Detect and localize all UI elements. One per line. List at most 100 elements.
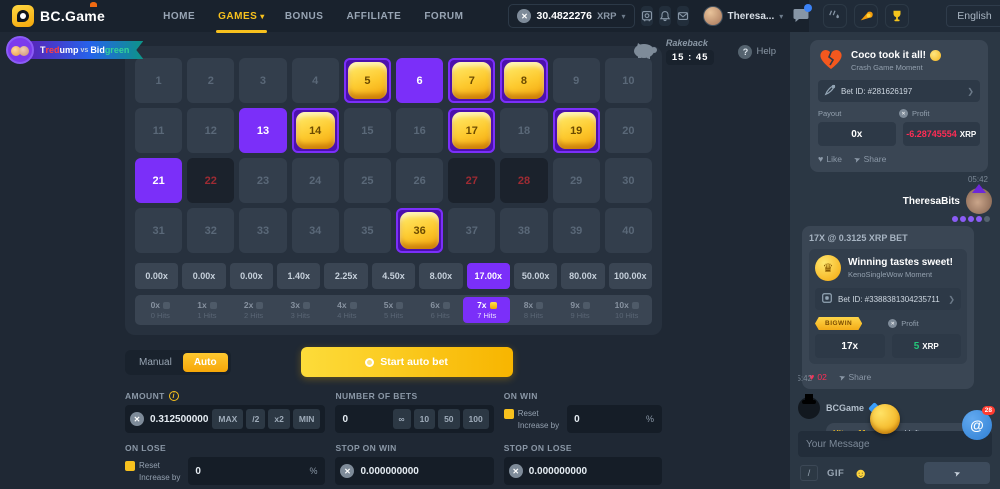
on-lose-input[interactable]: 0 % (188, 457, 326, 485)
notifications-button[interactable] (658, 6, 671, 26)
language-select[interactable]: English ▾ (946, 5, 1000, 27)
bcgame-avatar[interactable] (798, 394, 820, 419)
chat-message-input[interactable] (798, 431, 992, 457)
reset-checkbox[interactable] (503, 408, 514, 419)
start-auto-bet-button[interactable]: Start auto bet (300, 347, 513, 377)
vault-button[interactable] (640, 6, 653, 26)
keno-tile[interactable]: 25 (343, 158, 391, 203)
auto-mode-button[interactable]: Auto (182, 352, 228, 372)
bet-id-link[interactable]: Bet ID: #281626197 ❯ (818, 80, 980, 102)
keno-tile[interactable]: 1 (135, 58, 183, 103)
keno-tile[interactable]: 26 (396, 158, 444, 203)
help-button[interactable]: ? Help (738, 44, 776, 59)
keno-tile[interactable]: 13 (239, 108, 287, 153)
info-icon[interactable]: i (168, 391, 179, 401)
keno-tile[interactable]: 21 (135, 158, 183, 203)
keno-tile[interactable]: 38 (500, 208, 548, 253)
amount-modifier-button[interactable]: /2 (246, 409, 266, 429)
bcgame-logo[interactable]: BC.Game (12, 2, 105, 27)
emoji-picker-button[interactable]: ☻ (853, 465, 869, 481)
keno-tile[interactable]: 27 (448, 158, 496, 203)
amount-modifier-button[interactable]: MIN (292, 409, 321, 429)
keno-tile[interactable]: 18 (500, 108, 548, 153)
nav-item[interactable]: GAMES ▾ (216, 11, 267, 33)
amount-modifier-button[interactable]: x2 (268, 409, 290, 429)
keno-tile[interactable]: 8 (500, 58, 548, 103)
chat-username[interactable]: BCGame (826, 403, 865, 413)
hits-cell[interactable]: 3x 3 Hits (277, 297, 324, 323)
rain-button[interactable] (823, 4, 848, 28)
bets-preset-button[interactable]: 10 (413, 409, 436, 429)
keno-tile[interactable]: 17 (448, 108, 496, 153)
payout-cell[interactable]: 4.50x (371, 263, 416, 289)
hits-cell[interactable]: 2x 2 Hits (230, 297, 277, 323)
payout-cell[interactable]: 1.40x (277, 263, 321, 289)
chat-username[interactable]: TheresaBits (902, 195, 960, 207)
mentions-button[interactable]: @ 28 (962, 406, 995, 440)
bets-preset-button[interactable]: 50 (438, 409, 460, 429)
hits-cell[interactable]: 5x 5 Hits (370, 297, 417, 323)
reset-checkbox[interactable] (125, 460, 135, 471)
keno-tile[interactable]: 34 (291, 208, 339, 253)
gif-button[interactable]: GIF (827, 467, 845, 479)
payout-cell[interactable]: 0.00x (135, 263, 179, 289)
hits-cell[interactable]: 1x 1 Hits (184, 297, 231, 323)
bets-input[interactable]: 0 ∞ 10 50 100 (335, 405, 494, 433)
send-message-button[interactable]: ➤ (924, 462, 990, 484)
keno-tile[interactable]: 2 (187, 58, 235, 103)
balance-selector[interactable]: 30.4822276 XRP ▾ (508, 4, 635, 28)
keno-tile[interactable]: 40 (604, 208, 652, 253)
keno-tile[interactable]: 35 (343, 208, 391, 253)
amount-modifier-button[interactable]: MAX (212, 409, 244, 429)
like-button[interactable]: ♥ Like (818, 154, 842, 164)
keno-tile[interactable]: 4 (291, 58, 339, 103)
keno-tile[interactable]: 32 (187, 208, 235, 253)
keno-tile[interactable]: 28 (500, 158, 548, 203)
hits-cell[interactable]: 8x 8 Hits (510, 297, 557, 323)
payout-cell[interactable]: 50.00x (513, 263, 558, 289)
payout-cell[interactable]: 80.00x (561, 263, 605, 289)
stop-on-lose-input[interactable]: 0.000000000 (503, 457, 662, 485)
keno-tile[interactable]: 11 (135, 108, 183, 153)
rain-username[interactable]: Hitone11 (833, 429, 866, 431)
keno-tile[interactable]: 9 (552, 58, 600, 103)
chat-toggle-button[interactable] (793, 3, 813, 25)
hits-cell[interactable]: 7x 7 Hits (463, 297, 511, 323)
crash-promo-button[interactable] (854, 4, 879, 28)
keno-tile[interactable]: 10 (604, 58, 652, 103)
keno-tile[interactable]: 12 (187, 108, 235, 153)
hits-cell[interactable]: 0x 0 Hits (137, 297, 184, 323)
keno-tile[interactable]: 23 (239, 158, 287, 203)
keno-tile[interactable]: 7 (448, 58, 496, 103)
payout-cell[interactable]: 8.00x (419, 263, 463, 289)
user-menu[interactable]: Theresa... ▾ (702, 6, 783, 26)
keno-tile[interactable]: 36 (396, 208, 444, 253)
on-win-input[interactable]: 0 % (567, 405, 662, 433)
hits-cell[interactable]: 9x 9 Hits (557, 297, 604, 323)
user-avatar[interactable] (966, 184, 992, 214)
bets-preset-button[interactable]: ∞ (392, 409, 411, 429)
nav-item[interactable]: AFFILIATE (346, 11, 404, 22)
keno-tile[interactable]: 20 (604, 108, 652, 153)
bets-preset-button[interactable]: 100 (462, 409, 489, 429)
keno-tile[interactable]: 39 (552, 208, 600, 253)
keno-tile[interactable]: 16 (396, 108, 444, 153)
payout-cell[interactable]: 17.00x (466, 263, 510, 289)
keno-tile[interactable]: 5 (343, 58, 391, 103)
share-button[interactable]: ➤ Share (853, 154, 887, 165)
keno-tile[interactable]: 22 (187, 158, 235, 203)
slash-command-button[interactable]: / (800, 465, 818, 481)
keno-tile[interactable]: 33 (239, 208, 287, 253)
nav-item[interactable]: BONUS (285, 11, 327, 22)
keno-tile[interactable]: 37 (448, 208, 496, 253)
keno-tile[interactable]: 30 (604, 158, 652, 203)
keno-tile[interactable]: 6 (396, 58, 444, 103)
payout-cell[interactable]: 100.00x (608, 263, 652, 289)
keno-tile[interactable]: 15 (343, 108, 391, 153)
payout-cell[interactable]: 0.00x (229, 263, 274, 289)
keno-tile[interactable]: 14 (291, 108, 339, 153)
keno-tile[interactable]: 19 (552, 108, 600, 153)
nav-item[interactable]: HOME (163, 11, 198, 22)
